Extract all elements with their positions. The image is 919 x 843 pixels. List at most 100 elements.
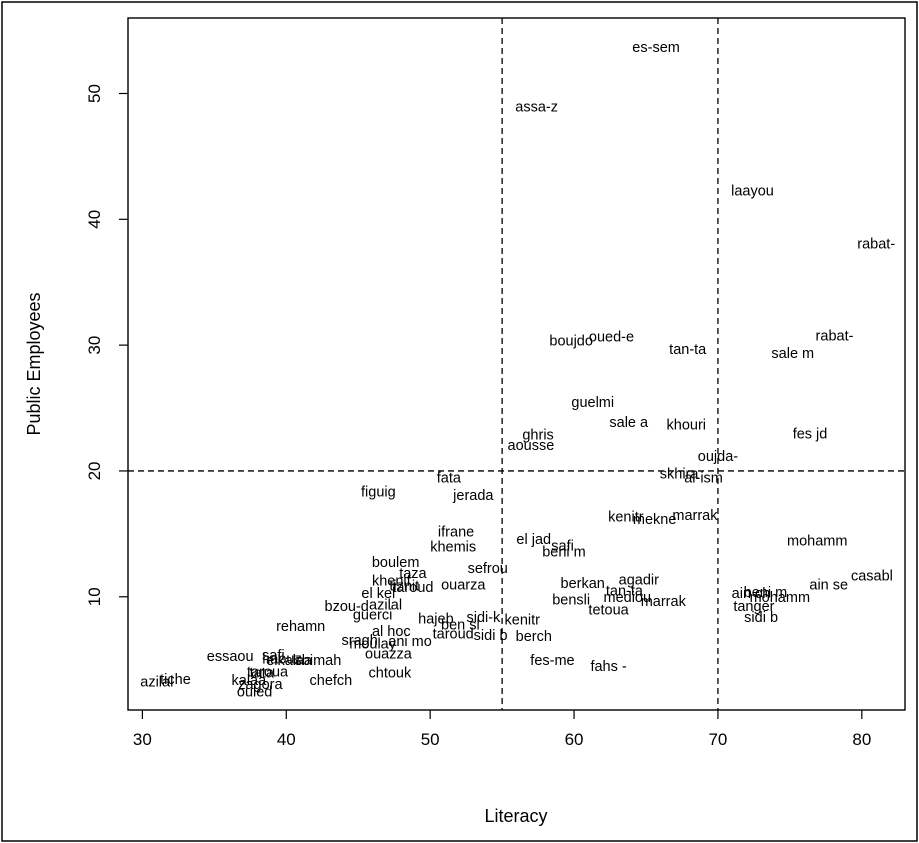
y-tick-label: 40 — [85, 210, 104, 229]
data-point-label: sale m — [771, 346, 814, 362]
x-tick-label: 40 — [277, 730, 296, 749]
data-point-label: assa-z — [515, 99, 558, 115]
data-point-label: ain ch — [732, 586, 771, 602]
data-point-label: mekne — [633, 512, 677, 528]
data-point-label: bensli — [552, 593, 590, 609]
x-tick-label: 80 — [852, 730, 871, 749]
data-point-label: ouarza — [441, 577, 486, 593]
data-point-label: mediou — [604, 590, 652, 606]
data-point-label: rabat- — [816, 328, 854, 344]
x-tick-label: 50 — [421, 730, 440, 749]
data-point-label: tetoua — [588, 603, 629, 619]
data-point-label: taza — [399, 566, 427, 582]
data-point-label: sidi-k — [466, 610, 501, 626]
data-point-label: marrak — [641, 594, 687, 610]
x-axis-label: Literacy — [484, 806, 547, 826]
data-point-label: el kel — [361, 586, 395, 602]
data-point-label: elkalaa — [266, 653, 313, 669]
data-point-label: tan-ta — [669, 342, 707, 358]
data-point-label: taroud — [433, 627, 474, 643]
data-point-label: berch — [516, 629, 552, 645]
data-point-label: khemis — [430, 540, 476, 556]
data-point-label: fahs - — [590, 659, 626, 675]
y-tick-label: 50 — [85, 84, 104, 103]
data-point-label: al-ism — [684, 470, 723, 486]
data-point-label: azilal — [369, 598, 402, 614]
data-point-label: beni m — [542, 545, 586, 561]
data-point-label: boulem — [372, 555, 420, 571]
data-point-label: tiche — [160, 672, 191, 688]
data-point-label: ifrane — [438, 525, 474, 541]
data-point-label: beni m — [744, 585, 788, 601]
point-labels: es-sem assa-z laayou rabat-rabat-boujdooued… — [140, 40, 895, 700]
data-point-label: ani mo — [388, 634, 432, 650]
data-point-label: ain se — [809, 577, 848, 593]
x-tick-label: 60 — [565, 730, 584, 749]
data-point-label: moulay — [349, 637, 396, 653]
data-point-label: sidi b — [744, 610, 778, 626]
data-point-label: guerci — [353, 608, 393, 624]
data-point-label: oued-e — [589, 330, 634, 346]
data-point-label: mohamm — [750, 590, 810, 606]
data-point-label: tiznit — [389, 579, 419, 595]
y-axis-label: Public Employees — [24, 292, 44, 435]
data-point-label: fata — [437, 470, 462, 486]
data-point-label: sale a — [609, 415, 649, 431]
data-point-label: berkan — [561, 576, 605, 592]
data-point-label: aousse — [508, 438, 555, 454]
data-point-label: al hoc — [372, 624, 411, 640]
data-point-label: el jad — [516, 532, 551, 548]
x-tick-label: 70 — [708, 730, 727, 749]
data-point-label: ghris — [522, 428, 553, 444]
data-point-label: khouri — [667, 418, 707, 434]
data-point-label: haouz — [262, 652, 302, 668]
data-point-label: bzou-d — [325, 599, 369, 615]
data-point-label: oujda- — [698, 449, 738, 465]
data-point-label: sidi b — [474, 628, 508, 644]
data-point-label: figuig — [361, 484, 396, 500]
data-point-label: ouled — [237, 684, 272, 700]
data-point-label: zagora — [238, 677, 283, 693]
data-point-label: safi — [262, 648, 285, 664]
data-point-label: skhira — [660, 467, 700, 483]
data-point-label: tata — [250, 666, 275, 682]
data-point-label: rehamn — [276, 619, 325, 635]
data-point-label: jerada — [452, 488, 494, 504]
data-point-label: ouazza — [365, 647, 413, 663]
data-point-label: safi — [551, 538, 574, 554]
data-point-label: fes jd — [793, 426, 828, 442]
data-point-label: taroua — [247, 664, 289, 680]
y-tick-label: 30 — [85, 336, 104, 355]
data-point-label: kenitr — [608, 509, 644, 525]
y-tick-label: 10 — [85, 587, 104, 606]
data-point-label: casabl — [851, 569, 893, 585]
data-point-label: chtouk — [369, 666, 412, 682]
data-point-label: taroud — [392, 580, 433, 596]
data-point-label: rabat- — [857, 236, 895, 252]
data-point-label: hajeb — [418, 611, 453, 627]
data-point-label: tanger — [733, 599, 774, 615]
data-point-label: chefch — [310, 673, 353, 689]
data-point-label: fes-me — [530, 653, 574, 669]
y-tick-label: 20 — [85, 461, 104, 480]
data-point-label: sefrou — [468, 561, 508, 577]
x-tick-label: 30 — [133, 730, 152, 749]
data-point-label: mohamm — [787, 533, 847, 549]
data-point-label: azilal — [140, 674, 173, 690]
reference-lines — [128, 18, 905, 710]
data-point-label: laayou — [731, 184, 774, 200]
data-point-label: tan-ta — [606, 584, 644, 600]
data-point-label: agadir — [619, 572, 659, 588]
x-axis: 30 40 50 60 70 80 — [133, 710, 871, 749]
data-point-label: guelmi — [571, 395, 614, 411]
plot-area — [127, 17, 906, 711]
data-point-label: sbimah — [295, 653, 342, 669]
data-point-label: essaou — [207, 649, 254, 665]
data-point-label: kenitr — [505, 613, 541, 629]
data-point-label: sragh — [342, 633, 378, 649]
data-point-label: kalaa — [232, 673, 268, 689]
data-point-label: ben sl — [441, 618, 480, 634]
data-point-label: es-sem — [632, 40, 680, 56]
